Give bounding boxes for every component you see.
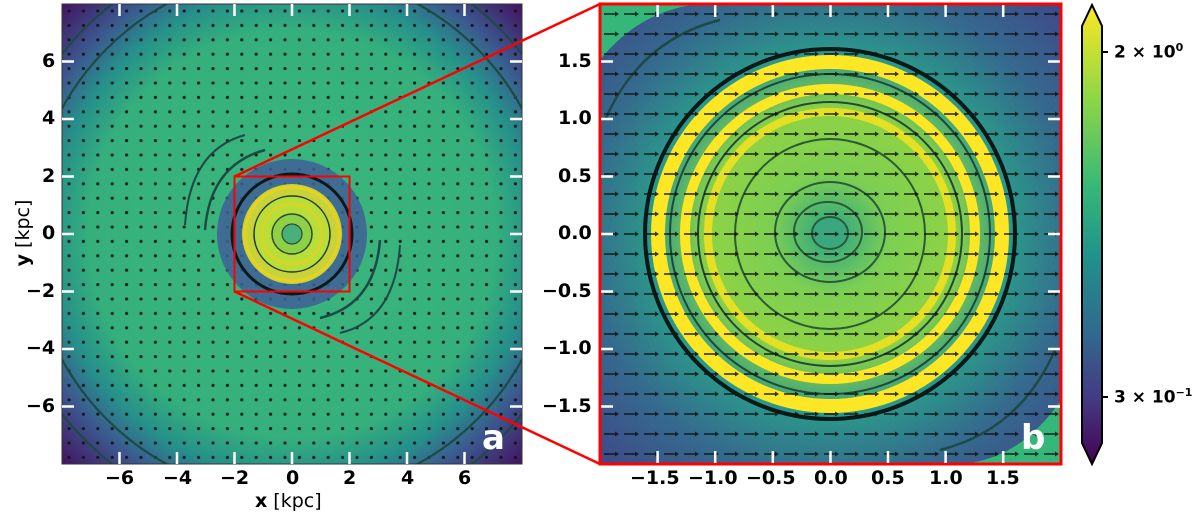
colorbar-tick-high: 2 × 100 (1114, 41, 1184, 63)
panel-a-tick-marks (62, 4, 522, 464)
x-tick: −1.5 (630, 467, 680, 489)
panel-b-tick-marks (601, 5, 1060, 463)
y-tick: −6 (26, 395, 56, 417)
panel-a-y-axis-title: y [kpc] (12, 199, 34, 267)
x-tick: −1.0 (688, 467, 738, 489)
zoom-box (233, 175, 351, 293)
x-tick: 0.0 (814, 467, 848, 489)
y-tick: 0 (42, 222, 56, 244)
y-tick: 4 (42, 107, 56, 129)
panel-a-x-axis-title: x [kpc] (255, 490, 322, 512)
zoom-connector-bottom (233, 290, 601, 466)
x-tick: −0.5 (746, 467, 796, 489)
y-tick: 1.5 (558, 50, 592, 72)
x-tick: 1.5 (986, 467, 1020, 489)
y-tick: −1.0 (542, 337, 592, 359)
x-tick: 2 (343, 467, 357, 489)
y-tick: 0.5 (558, 165, 592, 187)
x-tick: 6 (458, 467, 472, 489)
panel-a-heatmap (62, 4, 522, 464)
x-tick: −4 (163, 467, 193, 489)
panel-b-label: b (1021, 418, 1046, 458)
y-tick: −4 (26, 337, 56, 359)
y-tick: −1.5 (542, 395, 592, 417)
x-tick: 0.5 (871, 467, 905, 489)
y-tick: 0.0 (558, 222, 592, 244)
y-tick: 6 (42, 50, 56, 72)
zoom-connector-top (233, 2, 601, 178)
colorbar (1081, 2, 1108, 467)
panel-b-frame (598, 2, 1063, 466)
x-tick: 1.0 (929, 467, 963, 489)
y-tick: 2 (42, 165, 56, 187)
x-tick: 4 (401, 467, 415, 489)
panel-a-label: a (482, 418, 505, 458)
y-tick: −2 (26, 280, 56, 302)
x-tick: 0 (286, 467, 300, 489)
x-tick: −2 (220, 467, 250, 489)
panel-b-heatmap (600, 4, 1061, 464)
y-tick: 1.0 (558, 107, 592, 129)
colorbar-tick-low: 3 × 10−1 (1114, 386, 1193, 408)
y-tick: −0.5 (542, 280, 592, 302)
x-tick: −6 (105, 467, 135, 489)
